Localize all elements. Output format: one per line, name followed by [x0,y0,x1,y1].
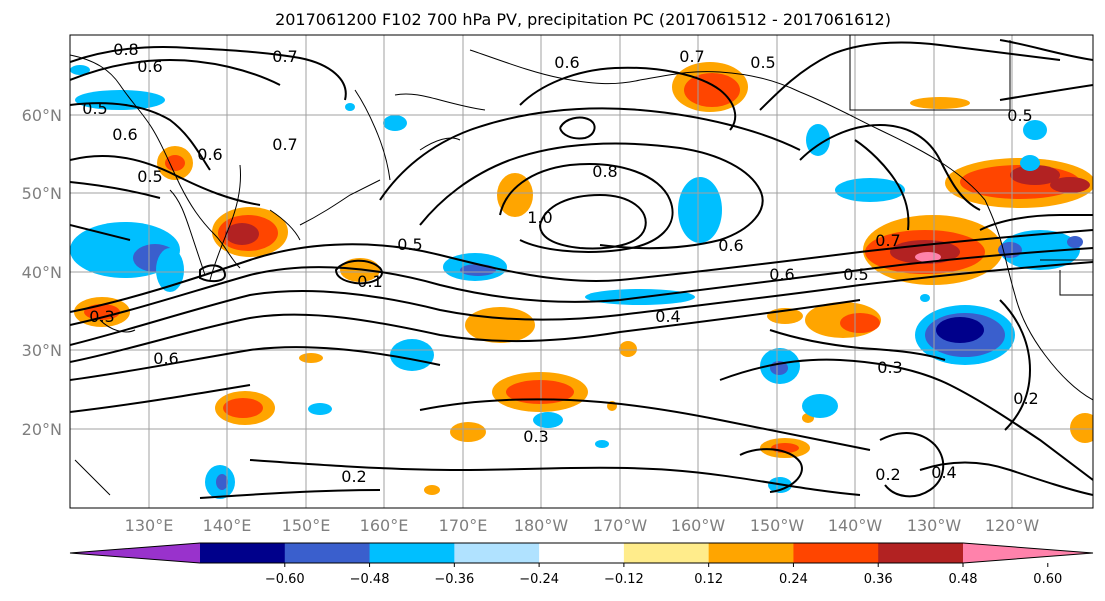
contour-label: 0.7 [875,231,900,250]
contour-label: 0.4 [655,307,680,326]
contour-label: 0.8 [592,162,617,181]
lon-label: 150°E [282,516,331,535]
lat-label: 50°N [22,184,62,203]
lon-label: 160°E [360,516,409,535]
contour-label: 0.6 [112,125,137,144]
contour-label: 1.0 [527,208,552,227]
map-panel: 0.8 0.6 0.7 0.5 0.6 0.5 0.6 0.7 0.5 0.7 … [69,34,1094,509]
contour-label: 0.6 [769,265,794,284]
contour-label: 0.6 [718,236,743,255]
contour-label: 0.5 [82,99,107,118]
contour-labels: 0.8 0.6 0.7 0.5 0.6 0.5 0.6 0.7 0.5 0.7 … [82,40,1038,486]
colorbar-tick-label: 0.60 [1033,572,1062,587]
contour-label: 0.3 [89,307,114,326]
contour-label: 0.4 [931,463,956,482]
contour-label: 0.5 [843,265,868,284]
colorbar-tick-label: −0.12 [604,572,644,587]
colorbar-tick-label: 0.12 [694,572,723,587]
colorbar-tick-label: −0.36 [434,572,474,587]
contour-label: 0.3 [877,358,902,377]
lon-label: 140°W [828,516,883,535]
lat-label: 40°N [22,263,62,282]
lat-label: 20°N [22,420,62,439]
contour-label: 0.5 [397,235,422,254]
colorbar-extend-min [70,543,200,563]
contour-label: 0.8 [113,40,138,59]
contour-label: 0.5 [137,167,162,186]
contour-label: 0.7 [272,135,297,154]
colorbar-tick-label: 0.48 [949,572,978,587]
contour-label: 0.2 [341,467,366,486]
colorbar-segment [200,543,286,563]
chart-title: 2017061200 F102 700 hPa PV, precipitatio… [275,10,891,29]
lon-label: 180°W [514,516,569,535]
lon-label: 150°W [750,516,805,535]
colorbar-segment [793,543,879,563]
lat-label: 60°N [22,106,62,125]
lon-label: 140°E [203,516,252,535]
graticule [70,35,1093,508]
colorbar-tick-label: 0.36 [864,572,893,587]
lon-label: 160°W [671,516,726,535]
latitude-labels: 60°N 50°N 40°N 30°N 20°N [22,106,62,439]
colorbar-segment [454,543,540,563]
contour-label: 0.5 [750,53,775,72]
colorbar-tick-label: 0.24 [779,572,808,587]
contour-label: 0.2 [875,465,900,484]
lat-label: 30°N [22,341,62,360]
colorbar-segment [708,543,794,563]
colorbar-segment [369,543,455,563]
contour-label: 0.2 [1013,389,1038,408]
colorbar-segment [623,543,710,563]
lon-label: 130°W [907,516,962,535]
contour-label: 0.6 [153,349,178,368]
contour-label: 0.1 [357,272,382,291]
colorbar-segment [284,543,371,563]
colorbar-segment [539,543,625,563]
lon-label: 170°E [439,516,488,535]
colorbar-tick-label: −0.48 [350,572,390,587]
colorbar-segment [878,543,964,563]
contour-label: 0.7 [272,47,297,66]
lon-label: 120°W [985,516,1040,535]
contour-label: 0.7 [679,47,704,66]
colorbar-tick-label: −0.24 [519,572,559,587]
colorbar: −0.60 −0.48 −0.36 −0.24 −0.12 0.12 0.24 0.36 0.4… [69,542,1094,587]
longitude-labels: 130°E 140°E 150°E 160°E 170°E 180°W 170°… [125,516,1040,535]
pv-contours [70,39,1093,499]
contour-label: 0.6 [197,145,222,164]
lon-label: 130°E [125,516,174,535]
colorbar-outline [69,542,1094,564]
contour-label: 0.6 [137,57,162,76]
contour-label: 0.5 [1007,106,1032,125]
colorbar-tick-label: −0.60 [265,572,305,587]
colorbar-extend-max [963,543,1093,563]
contour-label: 0.6 [554,53,579,72]
contour-label: 0.3 [523,427,548,446]
map-frame [69,34,1094,509]
lon-label: 170°W [593,516,648,535]
